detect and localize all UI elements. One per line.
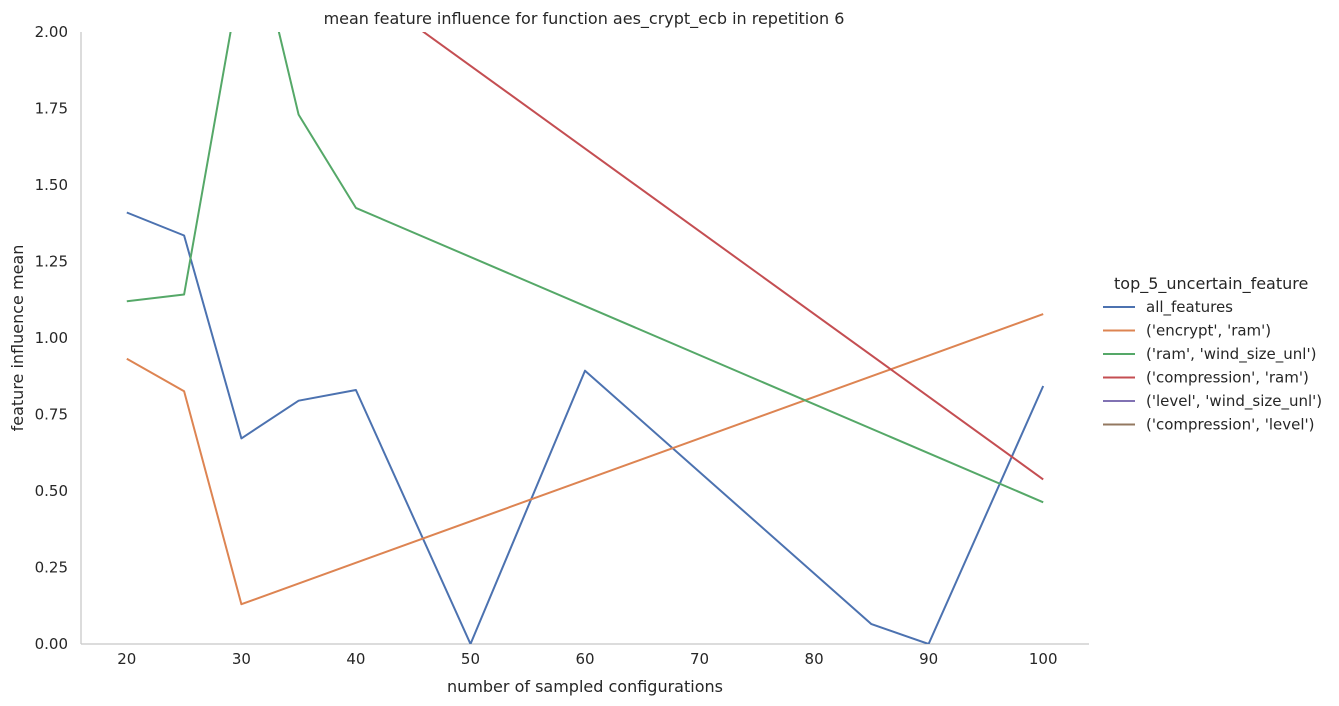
x-tick-label: 90 bbox=[919, 650, 938, 668]
x-tick-label: 60 bbox=[575, 650, 594, 668]
legend-label: ('ram', 'wind_size_unl') bbox=[1146, 345, 1316, 364]
y-tick-label: 1.25 bbox=[35, 253, 68, 271]
legend: top_5_uncertain_feature all_features ('en… bbox=[1103, 274, 1322, 434]
x-tick-label: 40 bbox=[346, 650, 365, 668]
legend-item: ('compression', 'ram') bbox=[1103, 369, 1309, 387]
x-tick-label: 50 bbox=[461, 650, 480, 668]
legend-item: ('encrypt', 'ram') bbox=[1103, 322, 1271, 340]
y-tick-label: 0.00 bbox=[35, 635, 68, 653]
y-tick-label: 0.50 bbox=[35, 482, 68, 500]
legend-label: ('compression', 'ram') bbox=[1146, 369, 1309, 387]
y-tick-labels: 0.00 0.25 0.50 0.75 1.00 1.25 1.50 1.75 2.00 bbox=[35, 23, 68, 653]
y-tick-label: 1.75 bbox=[35, 100, 68, 118]
x-axis-label: number of sampled configurations bbox=[447, 677, 723, 696]
y-tick-label: 0.75 bbox=[35, 406, 68, 424]
legend-label: ('level', 'wind_size_unl') bbox=[1146, 392, 1322, 411]
series-lines bbox=[126, 32, 1045, 644]
y-axis-label: feature influence mean bbox=[8, 245, 27, 432]
x-tick-label: 20 bbox=[117, 650, 136, 668]
y-tick-label: 2.00 bbox=[35, 23, 68, 41]
series-line-3 bbox=[126, 32, 1044, 504]
x-tick-label: 30 bbox=[232, 650, 251, 668]
y-tick-label: 0.25 bbox=[35, 559, 68, 577]
legend-label: ('compression', 'level') bbox=[1146, 416, 1315, 434]
legend-title: top_5_uncertain_feature bbox=[1114, 274, 1308, 294]
series-line-4 bbox=[421, 32, 1044, 481]
legend-item: ('compression', 'level') bbox=[1103, 416, 1315, 434]
x-tick-label: 80 bbox=[805, 650, 824, 668]
x-tick-label: 100 bbox=[1029, 650, 1058, 668]
legend-item: all_features bbox=[1103, 298, 1233, 317]
legend-item: ('ram', 'wind_size_unl') bbox=[1103, 345, 1316, 364]
y-tick-label: 1.50 bbox=[35, 176, 68, 194]
legend-label: all_features bbox=[1146, 298, 1233, 317]
series-line-2 bbox=[126, 313, 1044, 606]
x-tick-labels: 20 30 40 50 60 70 80 90 100 bbox=[117, 650, 1057, 668]
chart-title: mean feature influence for function aes_… bbox=[324, 9, 845, 29]
legend-item: ('level', 'wind_size_unl') bbox=[1103, 392, 1322, 411]
legend-label: ('encrypt', 'ram') bbox=[1146, 322, 1271, 340]
series-line-1 bbox=[126, 211, 1045, 644]
y-tick-label: 1.00 bbox=[35, 329, 68, 347]
x-tick-label: 70 bbox=[690, 650, 709, 668]
